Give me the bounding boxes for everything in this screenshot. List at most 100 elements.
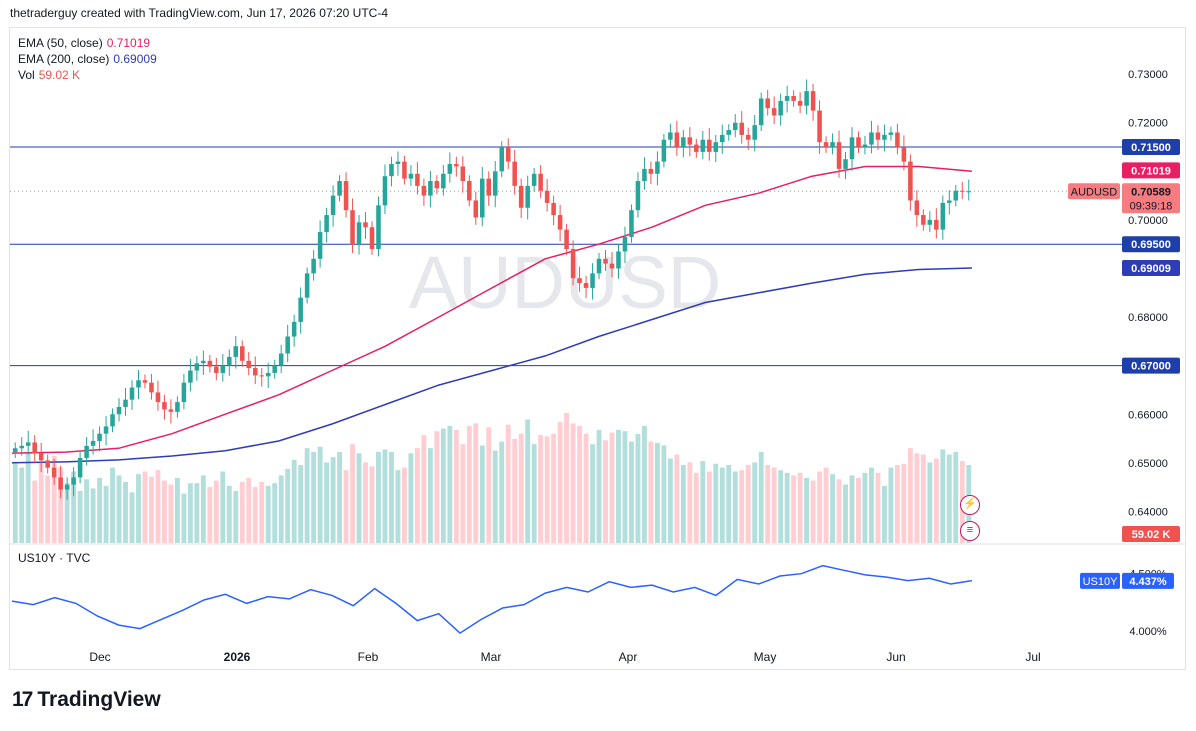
volume-bar (881, 485, 887, 543)
volume-bar (518, 433, 524, 543)
candle-body (895, 132, 900, 148)
candle-body (908, 161, 913, 201)
volume-bar (693, 472, 699, 543)
volume-bar (161, 480, 167, 543)
candle-body (155, 392, 161, 403)
candle-body (259, 375, 264, 377)
volume-bar (311, 452, 317, 543)
price-axis[interactable]: 0.73000 0.72000 0.70000 0.68000 0.66000 0.650… (1128, 69, 1168, 518)
volume-bar (155, 470, 161, 543)
legend-ema200-value: 0.69009 (113, 52, 157, 66)
candle-body (90, 440, 96, 446)
candle-body (486, 178, 492, 196)
candle-body (356, 222, 362, 245)
volume-bar (603, 440, 608, 543)
candle-body (538, 173, 543, 191)
lightning-icon[interactable]: ⚡ (960, 495, 980, 515)
candle-body (609, 263, 615, 269)
volume-bar (830, 474, 835, 543)
price-tick-label: 0.65000 (1128, 458, 1168, 470)
legend-ema50-value: 0.71019 (106, 36, 151, 50)
level-price-tag (1122, 357, 1180, 374)
candle-body (856, 137, 861, 148)
candle-body (317, 232, 323, 259)
candle-body (927, 219, 933, 225)
candle-body (421, 185, 427, 196)
level-price-tag-label: 0.71500 (1131, 142, 1171, 154)
candles (12, 79, 972, 500)
price-tick-label: 0.73000 (1128, 69, 1168, 81)
volume-bar (953, 452, 959, 543)
candle-body (888, 132, 894, 135)
candle-body (752, 125, 757, 140)
time-axis[interactable]: Dec 2026 Feb Mar Apr May Jun Jul (89, 650, 1040, 664)
candle-body (655, 161, 660, 174)
level-price-tag-label: 0.67000 (1131, 361, 1171, 373)
volume-bar (19, 467, 25, 543)
volume-bar (272, 483, 278, 543)
volume-bar (596, 429, 602, 543)
candle-body (376, 205, 381, 250)
chart-attribution: thetraderguy created with TradingView.co… (10, 6, 388, 20)
price-tick-label: 0.72000 (1128, 118, 1168, 130)
candle-body (252, 368, 258, 376)
time-tick-label: Jun (886, 650, 905, 664)
volume-bar (382, 449, 388, 543)
volume-bar (350, 444, 355, 543)
candle-body (875, 132, 881, 140)
legend-volume[interactable]: Vol 59.02 K (18, 68, 80, 82)
us-flag-icon[interactable]: ≡ (960, 521, 980, 541)
candle-body (324, 215, 329, 233)
volume-bar (804, 478, 810, 543)
candle-body (246, 360, 252, 369)
volume-bar (564, 413, 570, 543)
candle-body (454, 164, 459, 167)
candle-body (901, 147, 907, 162)
volume-bar (304, 448, 310, 543)
candle-body (460, 166, 466, 182)
candle-body (797, 100, 803, 106)
volume-bar (869, 467, 874, 543)
legend-volume-label: Vol (18, 68, 35, 82)
candle-body (480, 178, 485, 218)
last-price-tag (1122, 183, 1180, 214)
volume-bar (732, 471, 738, 543)
volume-bar (719, 467, 725, 543)
volume-bar (220, 471, 226, 543)
volume-bar (667, 458, 673, 543)
time-tick-label: Mar (481, 650, 502, 664)
us10y-symbol-tag-label: US10Y (1083, 576, 1119, 588)
volume-bar (414, 448, 420, 543)
volume-bar (168, 484, 174, 543)
legend-ema200[interactable]: EMA (200, close) 0.69009 (18, 52, 157, 66)
time-tick-label: 2026 (224, 650, 251, 664)
legend-ema200-label: EMA (200, close) (18, 52, 110, 66)
volume-bar (492, 450, 498, 543)
volume-bar (590, 444, 595, 543)
candle-body (771, 108, 777, 116)
us10y-value-tag (1122, 572, 1174, 589)
candle-body (778, 100, 783, 116)
candle-body (207, 360, 213, 367)
candle-body (181, 382, 187, 403)
volume-bar (233, 491, 239, 543)
candle-body (934, 219, 939, 230)
candle-body (629, 210, 634, 237)
candle-body (745, 134, 751, 140)
volume-bar (907, 448, 913, 543)
candle-body (499, 147, 504, 172)
candle-body (525, 185, 530, 208)
candle-body (415, 173, 420, 186)
tradingview-logo[interactable]: 17 TradingView (12, 688, 161, 712)
volume-bar (538, 435, 544, 543)
candle-body (843, 159, 848, 169)
volume-bar (739, 470, 745, 543)
candle-body (395, 161, 401, 165)
candle-body (434, 181, 440, 189)
legend-ema50[interactable]: EMA (50, close) 0.71019 (18, 36, 150, 50)
candle-body (272, 365, 277, 373)
price-tick-label: 0.70000 (1128, 215, 1168, 227)
volume-bar (551, 433, 557, 543)
us10y-pane-label[interactable]: US10Y · TVC (18, 551, 91, 565)
